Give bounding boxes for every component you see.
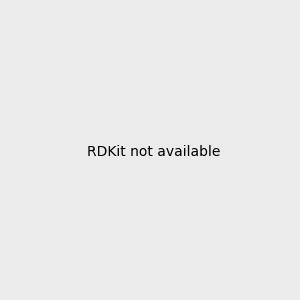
Text: RDKit not available: RDKit not available <box>87 145 220 158</box>
